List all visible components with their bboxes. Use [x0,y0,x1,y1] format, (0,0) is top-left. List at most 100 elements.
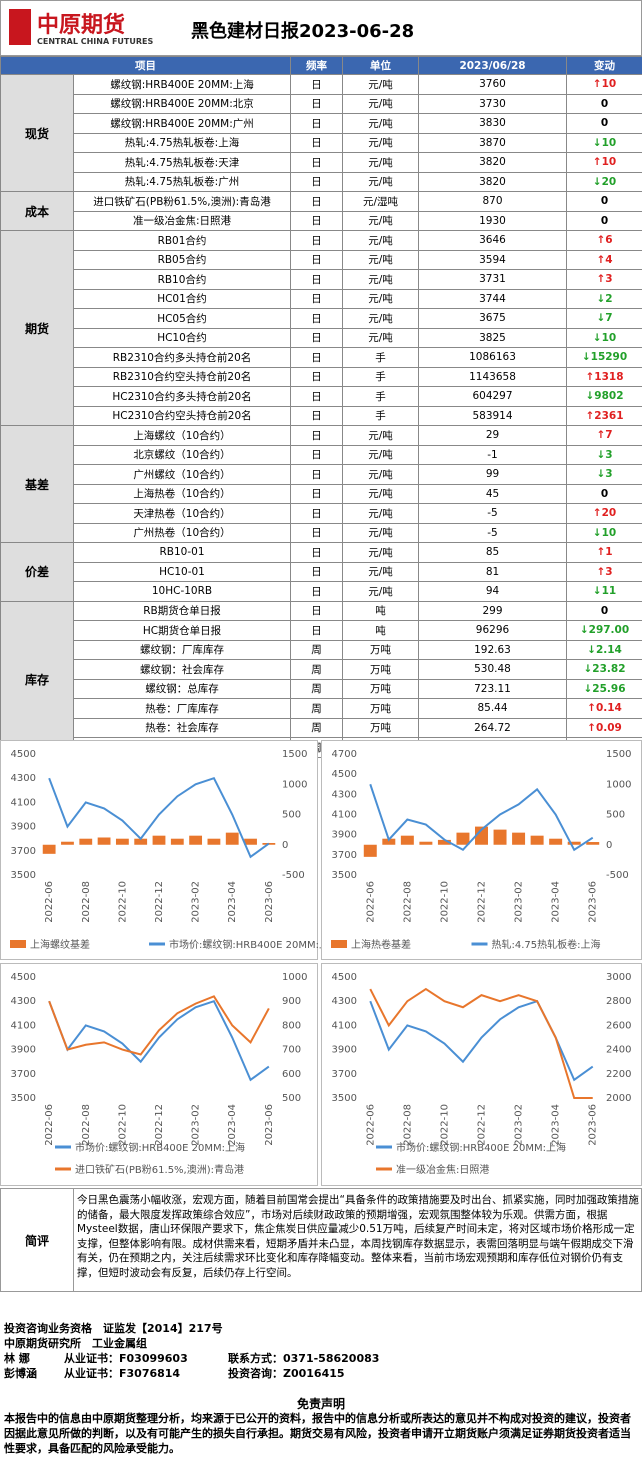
change-value: 10 [601,136,617,149]
change-arrow: ↓ [596,312,606,325]
group-label: 库存 [0,600,74,758]
cell-value: 3870 [418,132,567,153]
cell-value: 1086163 [418,347,567,368]
cell-change: ↓9802 [566,386,642,407]
legend-swatch [331,940,347,948]
bar [530,835,544,845]
change-value: 25.96 [592,682,626,695]
cell-item: 热卷：厂库库存 [73,698,291,719]
y-tick-label: 4700 [332,749,357,760]
table-row: 热轧:4.75热轧板卷:天津日元/吨 3820 ↑10 [1,152,642,173]
cell-item: 上海热卷（10合约） [73,483,291,504]
cell-unit: 元/吨 [342,171,419,192]
cell-value: 45 [418,483,567,504]
cell-item: 螺纹钢：社会库存 [73,659,291,680]
change-arrow: ↓ [583,663,593,676]
change-arrow: ↓ [592,331,602,344]
cell-change: ↓2 [566,288,642,309]
change-arrow: ↓ [596,448,606,461]
y2-tick-label: 500 [282,1093,301,1104]
change-value: 0.09 [595,721,622,734]
legend-swatch [10,940,26,948]
change-value: 7 [605,312,613,325]
cell-change: ↓15290 [566,347,642,368]
y-tick-label: 3500 [332,870,357,881]
y-tick-label: 4500 [332,769,357,780]
cell-value: 870 [418,191,567,212]
cell-unit: 元/吨 [342,444,419,465]
cell-freq: 日 [290,132,343,153]
header-cell: 频率 [290,56,343,75]
y2-tick-label: 1500 [606,749,631,760]
y2-tick-label: 800 [282,1020,301,1031]
change-value: 9802 [594,390,624,403]
y2-tick-label: 2200 [606,1069,631,1080]
cell-change: ↑1 [566,542,642,563]
bar [586,842,600,845]
table-row: 10HC-10RB 日元/吨 94 ↓11 [1,581,642,602]
change-arrow: ↑ [596,546,606,559]
table-row: 成本 进口铁矿石(PB粉61.5%,澳洲):青岛港日元/湿吨 870 0 [0,191,642,231]
cell-change: ↓10 [566,327,642,348]
y-tick-label: 4300 [11,996,36,1007]
change-value: 0 [600,604,609,617]
cell-value: 1930 [418,210,567,231]
bar [189,835,203,845]
y-tick-label: 3700 [11,846,36,857]
x-tick-label: 2023-04 [227,881,238,923]
cell-unit: 元/吨 [342,210,419,231]
change-value: 2.14 [595,643,622,656]
change-arrow: ↓ [596,468,606,481]
cell-item: 进口铁矿石(PB粉61.5%,澳洲):青岛港 [73,191,291,212]
table-row: 北京螺纹（10合约）日元/吨 -1 ↓3 [1,444,642,465]
x-tick-label: 2023-02 [191,881,202,923]
cell-freq: 日 [290,288,343,309]
group-label: 期货 [0,230,74,426]
cell-item: RB10合约 [73,269,291,290]
table-row: 天津热卷（10合约）日元/吨 -5 ↑20 [1,503,642,524]
x-tick-label: 2022-08 [81,1104,92,1146]
cell-unit: 元/吨 [342,152,419,173]
person-cert: 从业证书：F3076814 [64,1367,181,1380]
cell-value: 85.44 [418,698,567,719]
cell-value: 264.72 [418,717,567,738]
cell-value: 604297 [418,386,567,407]
cell-unit: 万吨 [342,698,419,719]
cell-change: ↑1318 [566,366,642,387]
cell-item: 热轧:4.75热轧板卷:天津 [73,152,291,173]
cell-unit: 元/吨 [342,522,419,543]
table-row: HC05合约日元/吨 3675 ↓7 [1,308,642,329]
change-value: 0 [600,97,609,110]
cell-item: 广州热卷（10合约） [73,522,291,543]
person-cert: 从业证书：F03099603 [64,1352,188,1365]
cell-value: -5 [418,503,567,524]
cell-freq: 日 [290,347,343,368]
cell-value: 29 [418,425,567,446]
table-row: 广州热卷（10合约）日元/吨 -5 ↓10 [1,522,642,543]
y-tick-label: 4100 [332,810,357,821]
y-tick-label: 3900 [332,830,357,841]
table-row: 热卷：厂库库存周万吨 85.44 ↑0.14 [1,698,642,719]
cell-change: ↑6 [566,230,642,251]
cell-change: 0 [566,600,642,621]
change-arrow: ↑ [592,156,602,169]
table-row: RB05合约日元/吨 3594 ↑4 [1,249,642,270]
table-row: 基差 上海螺纹（10合约）日元/吨 29 ↑7 [0,425,642,543]
cell-value: 583914 [418,405,567,426]
x-tick-label: 2023-04 [551,1104,562,1146]
line [369,783,594,852]
cell-value: 3675 [418,308,567,329]
change-value: 10 [601,331,617,344]
change-arrow: ↑ [592,507,602,520]
x-tick-label: 2023-04 [227,1104,238,1146]
table-row: HC01合约日元/吨 3744 ↓2 [1,288,642,309]
logo-en: CENTRAL CHINA FUTURES [37,37,154,46]
y2-tick-label: -500 [282,870,305,881]
line [369,987,593,1099]
cell-change: ↑10 [566,152,642,173]
bar [475,826,488,845]
line [48,999,270,1082]
x-tick-label: 2023-06 [588,881,599,923]
y2-tick-label: 500 [606,810,625,821]
change-value: 2 [605,292,613,305]
